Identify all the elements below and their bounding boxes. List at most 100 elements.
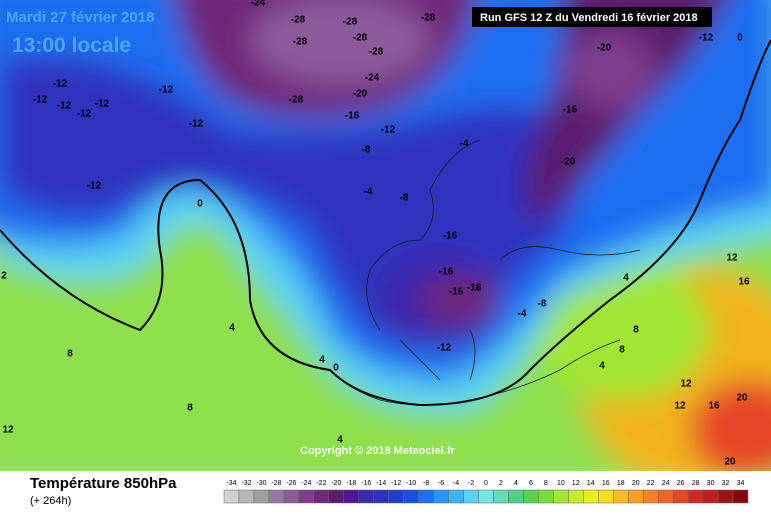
contour-label: -28: [289, 95, 304, 106]
contour-label: -12: [87, 181, 102, 192]
legend-lead: (+ 264h): [30, 495, 71, 507]
contour-label: -12: [159, 85, 174, 96]
scale-label: -22: [316, 480, 326, 487]
color-swatch: [313, 489, 330, 504]
scale-label: -18: [346, 480, 356, 487]
contour-label: -12: [437, 343, 452, 354]
contour-label: 12: [674, 401, 686, 412]
color-swatch: [328, 489, 345, 504]
contour-label: -16: [449, 287, 464, 298]
run-box: [472, 7, 712, 27]
scale-label: 4: [514, 480, 518, 487]
scale-label: 34: [737, 480, 745, 487]
contour-label: 8: [67, 349, 73, 360]
contour-label: -28: [353, 33, 368, 44]
contour-label: 20: [724, 457, 736, 468]
contour-label: -12: [57, 101, 72, 112]
scale-label: -10: [406, 480, 416, 487]
contour-label: -12: [189, 119, 204, 130]
contour-label: 8: [187, 403, 193, 414]
color-swatch: [478, 489, 494, 504]
color-swatch: [583, 489, 599, 504]
contour-label: -16: [467, 283, 482, 294]
color-swatch: [403, 489, 419, 504]
scale-label: -20: [331, 480, 341, 487]
color-swatch: [253, 489, 270, 504]
contour-label: -24: [365, 73, 380, 84]
color-swatch: [493, 489, 509, 504]
scale-label: 20: [632, 480, 640, 487]
scale-label: 6: [529, 480, 533, 487]
scale-label: -26: [286, 480, 296, 487]
contour-label: -4: [518, 309, 527, 320]
color-swatch: [657, 489, 674, 504]
contour-label: -12: [53, 79, 68, 90]
color-swatch: [418, 489, 434, 504]
scale-label: -28: [271, 480, 281, 487]
copyright: Copyright © 2018 Meteociel.fr: [300, 445, 456, 457]
contour-label: 4: [319, 355, 325, 366]
color-swatch: [702, 489, 719, 504]
color-swatch: [732, 489, 749, 504]
map-date: Mardi 27 février 2018: [6, 9, 154, 26]
scale-label: 24: [662, 480, 670, 487]
color-swatch: [223, 489, 240, 504]
scale-label: -24: [301, 480, 311, 487]
contour-label: 16: [708, 401, 720, 412]
scale-label: 32: [722, 480, 730, 487]
color-swatch: [343, 489, 359, 504]
contour-label: -8: [538, 299, 547, 310]
contour-label: -4: [364, 187, 373, 198]
color-swatch: [553, 489, 569, 504]
contour-label: -28: [421, 13, 436, 24]
color-swatch: [388, 489, 404, 504]
scale-label: 10: [557, 480, 565, 487]
color-swatch: [523, 489, 539, 504]
contour-label: 4: [623, 273, 629, 284]
contour-label: 2: [1, 271, 7, 282]
scale-label: 28: [692, 480, 700, 487]
contour-label: -24: [251, 0, 266, 9]
color-swatch: [687, 489, 704, 504]
contour-label: -20: [597, 43, 612, 54]
map-field: [0, 0, 771, 490]
contour-label: 20: [736, 393, 748, 404]
contour-label: 12: [680, 379, 692, 390]
color-swatch: [508, 489, 524, 504]
contour-label: 0: [333, 363, 339, 374]
color-swatch: [568, 489, 584, 504]
contour-label: -28: [369, 47, 384, 58]
scale-label: 16: [602, 480, 610, 487]
color-swatch: [717, 489, 734, 504]
scale-label: -8: [423, 480, 429, 487]
contour-label: 4: [229, 323, 235, 334]
color-swatch: [238, 489, 255, 504]
contour-label: -4: [460, 139, 469, 150]
contour-label: -12: [33, 95, 48, 106]
color-swatch: [538, 489, 554, 504]
scale-label: -6: [438, 480, 444, 487]
scale-label: -14: [376, 480, 386, 487]
scale-label: 14: [587, 480, 595, 487]
contour-label: 4: [337, 435, 343, 446]
scale-label: 12: [572, 480, 580, 487]
contour-label: -8: [362, 145, 371, 156]
contour-label: 0: [197, 199, 203, 210]
color-swatch: [627, 489, 644, 504]
scale-label: -34: [226, 480, 236, 487]
color-swatch: [598, 489, 614, 504]
color-swatch: [433, 489, 449, 504]
scale-label: 8: [544, 480, 548, 487]
contour-label: 0: [737, 33, 743, 44]
contour-label: -12: [699, 33, 714, 44]
contour-label: -12: [77, 109, 92, 120]
color-swatch: [672, 489, 689, 504]
scale-label: 22: [647, 480, 655, 487]
contour-label: -16: [443, 231, 458, 242]
scale-label: 18: [617, 480, 625, 487]
contour-label: -28: [291, 15, 306, 26]
contour-label: 8: [619, 345, 625, 356]
scale-label: -2: [468, 480, 474, 487]
